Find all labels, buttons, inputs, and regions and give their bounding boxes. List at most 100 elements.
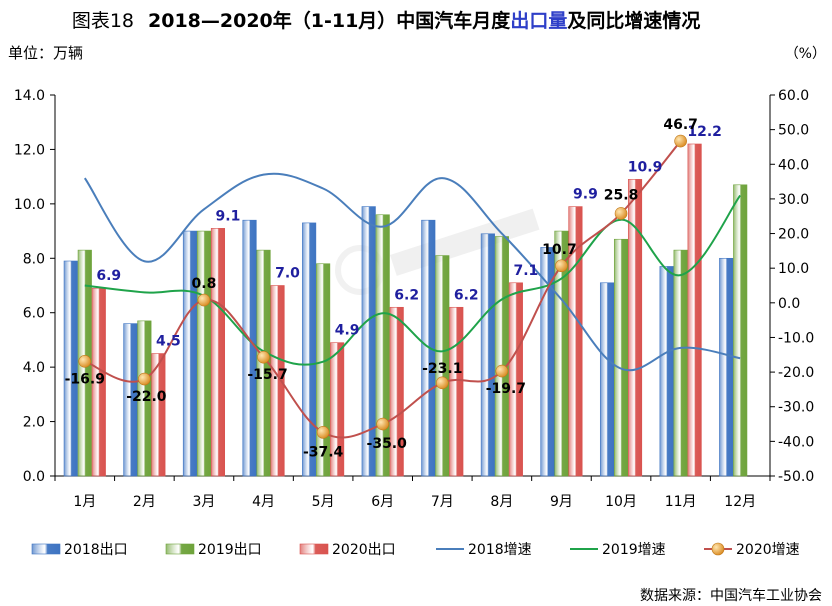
chart-title-highlight: 出口量 [510, 9, 567, 32]
bar-2018出口 [63, 260, 78, 477]
bar-2020出口 [330, 342, 345, 477]
legend-swatch [31, 543, 61, 555]
growth-value-label: 10.7 [542, 242, 577, 258]
bar-2019出口 [196, 230, 212, 477]
chart-title-prefix: 图表18 [72, 10, 134, 32]
growth-value-label: -35.0 [367, 436, 408, 452]
bar-value-label: 4.5 [156, 334, 181, 350]
chart-title-main: 2018—2020年（1-11月）中国汽车月度 [148, 9, 511, 32]
bar-2018出口 [242, 219, 257, 477]
bar-2020出口 [389, 306, 404, 477]
legend-label: 2020出口 [332, 542, 396, 558]
y2-tick-label: 40.0 [778, 157, 809, 173]
x-tick-label: 5月 [312, 494, 335, 510]
bar-2020出口 [449, 306, 464, 477]
bar-2020出口 [687, 143, 702, 477]
growth-value-label: -22.0 [126, 389, 167, 405]
bar-2019出口 [137, 320, 152, 477]
legend-label: 2018出口 [64, 542, 128, 558]
bar-value-label: 7.0 [275, 266, 300, 282]
marker-2020增速 [257, 350, 270, 364]
marker-2020增速 [197, 293, 211, 307]
y2-tick-label: -50.0 [778, 469, 814, 485]
bar-value-label: 6.2 [454, 287, 479, 303]
source-note: 数据来源：中国汽车工业协会 [640, 587, 822, 604]
bar-value-label: 9.1 [216, 208, 241, 224]
x-tick-label: 4月 [252, 494, 275, 510]
plot-area: 0.0 2.0 4.0 6.0 8.0 10.0 12.0 14.0 -50.0 -40.0 -30… [14, 88, 814, 510]
growth-value-label: -23.1 [422, 361, 462, 377]
bar-2020出口 [270, 285, 285, 477]
legend: 2018出口 2019出口 2020出口 2018增速 2019增速 2020增速 [31, 542, 800, 558]
y2-tick-label: 60.0 [778, 88, 809, 104]
growth-value-label: -16.9 [65, 371, 105, 387]
y-tick-label: 4.0 [23, 360, 45, 376]
bar-2020出口 [508, 282, 523, 477]
marker-2020增速 [614, 207, 628, 220]
growth-value-label: -15.7 [247, 367, 287, 383]
y-tick-label: 6.0 [23, 306, 45, 322]
left-unit-label: 单位：万辆 [8, 44, 83, 62]
bar-2019出口 [554, 230, 569, 477]
bar-2020出口 [568, 206, 583, 477]
bar-2018出口 [540, 247, 555, 477]
bar-2018出口 [599, 282, 615, 477]
marker-2020增速 [555, 259, 568, 273]
x-tick-label: 6月 [371, 494, 394, 510]
y2-tick-label: -10.0 [778, 330, 814, 346]
y-tick-label: 14.0 [14, 88, 45, 104]
x-tick-label: 11月 [665, 494, 697, 510]
right-unit-label: （%） [785, 46, 826, 62]
y2-tick-label: -30.0 [778, 400, 814, 416]
y2-tick-label: 0.0 [778, 296, 800, 312]
marker-2020增速 [435, 376, 449, 390]
legend-swatch [299, 543, 329, 555]
growth-value-label: 25.8 [604, 187, 639, 203]
y-tick-label: 10.0 [14, 197, 45, 213]
y-tick-label: 0.0 [23, 469, 45, 485]
legend-label: 2019出口 [198, 542, 262, 558]
line-2018增速 [83, 172, 741, 372]
marker-2020增速 [495, 364, 509, 378]
bar-2019出口 [316, 263, 331, 477]
growth-value-label: 46.7 [663, 117, 698, 133]
x-tick-label: 12月 [724, 494, 756, 510]
legend-label: 2019增速 [602, 542, 666, 558]
bar-2018出口 [182, 230, 198, 477]
x-tick-label: 1月 [73, 494, 96, 510]
bar-2020出口 [210, 228, 226, 477]
marker-2020增速 [674, 134, 687, 148]
x-tick-label: 9月 [550, 494, 573, 510]
bar-2019出口 [613, 238, 629, 477]
bar-value-label: 12.2 [687, 124, 722, 140]
y2-tick-label: 30.0 [778, 192, 809, 208]
bar-2018出口 [302, 222, 317, 477]
marker-2020增速 [376, 417, 390, 431]
y-tick-label: 8.0 [23, 251, 45, 267]
bar-2018出口 [659, 266, 674, 477]
y-tick-label: 2.0 [23, 415, 45, 431]
y2-tick-label: -20.0 [778, 365, 814, 381]
y2-tick-label: -40.0 [778, 434, 814, 450]
growth-value-label: 0.8 [192, 276, 217, 292]
y2-tick-label: 10.0 [778, 261, 809, 277]
bar-2019出口 [733, 184, 748, 477]
chart-title-suffix: 及同比增速情况 [567, 9, 700, 32]
bar-2019出口 [494, 236, 509, 477]
x-tick-label: 10月 [605, 494, 637, 510]
bar-value-label: 4.9 [335, 323, 360, 339]
y2-tick-label: 50.0 [778, 123, 809, 139]
y-tick-label: 12.0 [14, 142, 45, 158]
marker-2020增速 [138, 372, 151, 386]
growth-value-label: -19.7 [486, 381, 526, 397]
x-tick-label: 7月 [431, 494, 454, 510]
legend-label: 2018增速 [468, 542, 532, 558]
y2-tick-label: 20.0 [778, 227, 809, 243]
bar-2018出口 [361, 206, 376, 477]
bar-value-label: 6.9 [96, 268, 121, 284]
legend-swatch [165, 543, 195, 555]
bar-value-label: 6.2 [394, 287, 419, 303]
bar-value-label: 7.1 [513, 263, 538, 279]
bar-2019出口 [673, 249, 688, 477]
